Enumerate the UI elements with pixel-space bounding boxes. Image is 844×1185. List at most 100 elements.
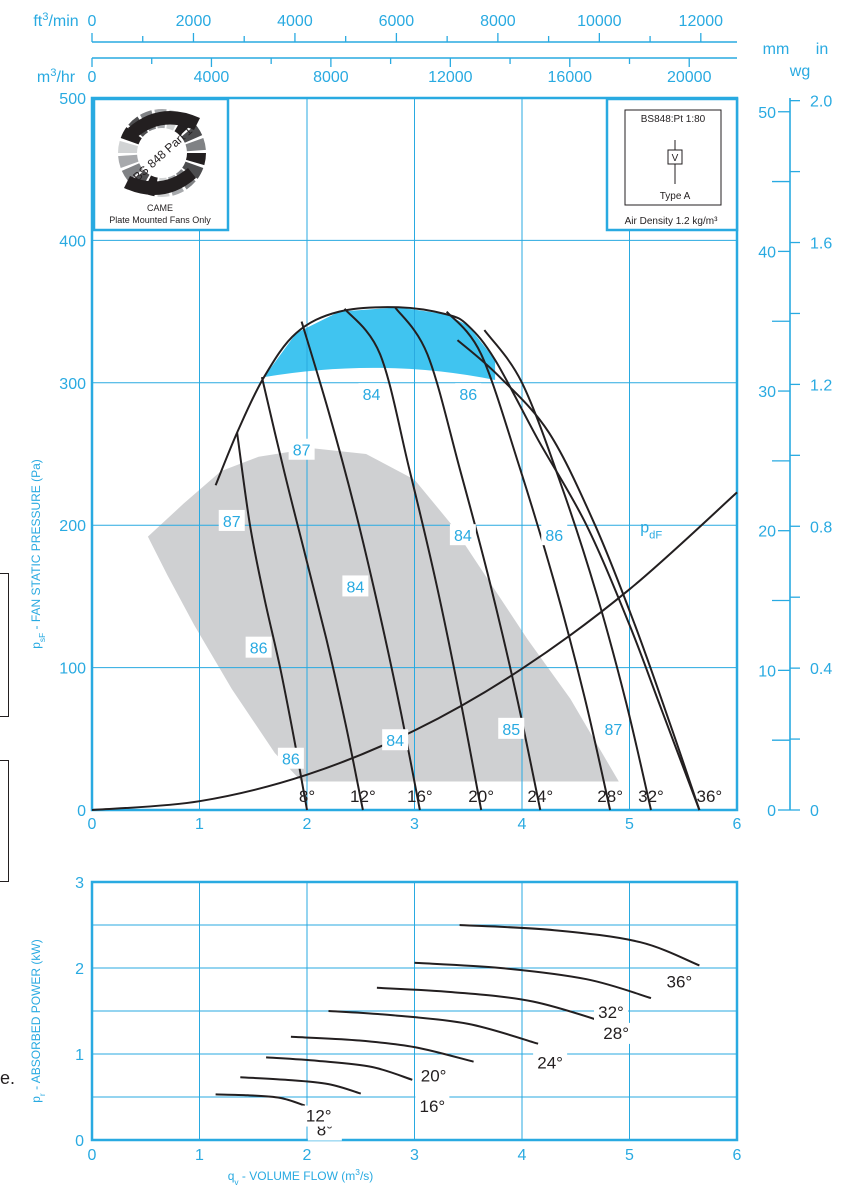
top-axis-unit-part: /hr <box>56 69 75 86</box>
efficiency-label-bg <box>498 717 525 739</box>
test-box-inner <box>624 109 722 206</box>
blade-angle-label: 32° <box>638 787 664 806</box>
pressure-axis-title-part: sF <box>37 633 47 642</box>
pdf-curve-label-part: dF <box>649 529 662 541</box>
inwg-label: 0.8 <box>810 519 832 536</box>
efficiency-label-bg <box>358 383 385 405</box>
badge-line2: Plate Mounted Fans Only <box>109 215 211 225</box>
top-axis-label: 0 <box>88 69 97 86</box>
top-axis-label: 0 <box>88 13 97 30</box>
pressure-chart-shading <box>147 307 619 782</box>
power-curve <box>376 986 611 1025</box>
efficiency-label-bg <box>245 636 272 658</box>
efficiency-label: 84 <box>346 579 364 596</box>
power-y-tick-label: 1 <box>75 1047 84 1064</box>
y-tick-label: 100 <box>59 661 86 678</box>
ring-segment <box>181 124 203 143</box>
top-axis-label: 4000 <box>277 13 313 30</box>
efficiency-label-bg <box>277 747 304 769</box>
power-x-tick-label: 4 <box>518 1147 527 1164</box>
pdf-curve-label: pdF <box>640 519 662 541</box>
x-tick-label: 4 <box>518 816 527 833</box>
blade-angle-label: 28° <box>597 787 623 806</box>
ring-segment <box>118 140 138 153</box>
volume-flow-axis-title-part: /s) <box>360 1169 373 1183</box>
inwg-label: 1.2 <box>810 377 832 394</box>
volume-flow-axis-title-part: q <box>228 1169 235 1183</box>
blade-angle-curve <box>236 432 308 811</box>
power-curve <box>414 961 652 1000</box>
power-curve <box>290 1035 474 1063</box>
efficiency-label: 87 <box>293 443 311 460</box>
volume-flow-axis-title: qv - VOLUME FLOW (m3/s) <box>228 1167 374 1185</box>
efficiency-label-bg <box>541 524 568 546</box>
right-axis-unit-wg: wg <box>789 63 810 80</box>
efficiency-label: 87 <box>223 514 241 531</box>
power-chart-frame <box>90 880 739 1142</box>
power-angle-label: 24° <box>537 1054 563 1073</box>
blade-angle-label: 12° <box>350 787 376 806</box>
efficiency-label: 86 <box>545 528 563 545</box>
high-efficiency-zone <box>264 307 496 380</box>
top-axis-label: 10000 <box>577 13 622 30</box>
power-label-bg <box>416 1065 451 1087</box>
top-axis-label: 12000 <box>679 13 724 30</box>
efficiency-label-bg <box>218 509 245 531</box>
mmwg-label: 0 <box>767 803 776 820</box>
power-x-tick-label: 3 <box>410 1147 419 1164</box>
efficiency-label: 84 <box>454 528 472 545</box>
top-axis-unit-part: 3 <box>50 67 56 79</box>
efficiency-label-bg <box>600 717 627 739</box>
power-label-bg <box>594 1002 628 1024</box>
y-tick-label: 400 <box>59 233 86 250</box>
blade-angle-curve <box>483 329 652 811</box>
top-axis-label: 8000 <box>480 13 516 30</box>
power-curve <box>459 924 700 967</box>
power-y-tick-label: 0 <box>75 1133 84 1150</box>
volume-flow-axis-title-part: 3 <box>355 1167 360 1177</box>
top-axis-unit-part: ft <box>33 13 42 30</box>
bs848-ring-icon: BS 848 Part 1 <box>118 108 206 198</box>
efficiency-label: 86 <box>282 752 300 769</box>
ring-arrow-top <box>128 110 200 138</box>
efficiency-label-bg <box>288 438 315 460</box>
mmwg-label: 10 <box>758 663 776 680</box>
efficiency-label: 86 <box>250 641 268 658</box>
power-angle-label: 28° <box>603 1024 629 1043</box>
mmwg-label: 40 <box>758 244 776 261</box>
x-tick-label: 0 <box>88 816 97 833</box>
power-angle-label: 12° <box>306 1107 332 1126</box>
cropped-frame-lower <box>0 760 9 882</box>
blade-angle-curve <box>300 321 421 811</box>
pressure-axis-title: psF - FAN STATIC PRESSURE (Pa) <box>29 459 47 649</box>
top-axis-label: 4000 <box>194 69 230 86</box>
right-axis-unit-mm: mm <box>763 41 790 58</box>
inwg-label: 1.6 <box>810 236 832 253</box>
power-axis-title: pr - ABSORBED POWER (kW) <box>29 939 47 1103</box>
efficiency-label: 84 <box>386 733 404 750</box>
power-axis-title-part: - ABSORBED POWER (kW) <box>29 939 43 1093</box>
x-tick-label: 3 <box>410 816 419 833</box>
power-label-bg <box>662 971 697 993</box>
x-tick-label: 1 <box>195 816 204 833</box>
top-axis-label: 20000 <box>667 69 712 86</box>
power-x-tick-label: 2 <box>303 1147 312 1164</box>
power-curve <box>266 1056 413 1081</box>
ring-segment <box>121 163 143 182</box>
pressure-chart-frame <box>90 96 739 812</box>
power-x-tick-label: 1 <box>195 1147 204 1164</box>
blade-angle-curve <box>343 308 483 811</box>
power-curve <box>328 1010 539 1045</box>
came-badge: BS 848 Part 1 CAME Plate Mounted Fans On… <box>92 97 230 232</box>
volume-flow-axis-title-part: v <box>234 1177 239 1185</box>
test-box-symbol: V <box>672 153 679 164</box>
inwg-label: 0.4 <box>810 661 832 678</box>
power-chart-grid <box>90 880 739 1142</box>
inwg-label: 2.0 <box>810 94 832 111</box>
cropped-frame-upper <box>0 573 9 717</box>
top-axis-unit: m3/hr <box>37 67 76 86</box>
power-x-tick-label: 5 <box>625 1147 634 1164</box>
dynamic-pressure-curve <box>91 491 738 811</box>
efficiency-label: 86 <box>459 387 477 404</box>
